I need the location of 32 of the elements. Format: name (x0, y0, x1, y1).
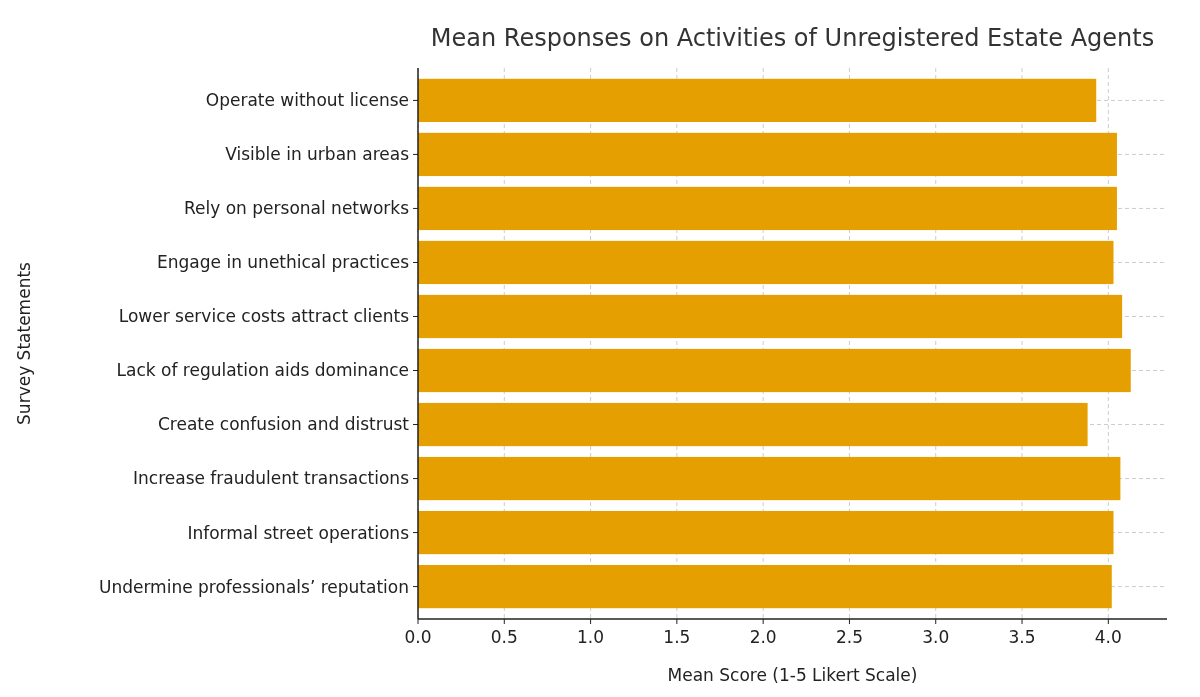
y-tick-label: Create confusion and distrust (157, 414, 410, 435)
x-tick-label: 3.0 (922, 627, 950, 647)
x-tick-label: 4.0 (1094, 627, 1122, 647)
y-tick-label: Undermine professionals’ reputation (98, 576, 409, 597)
chart-title: Mean Responses on Activities of Unregistered Estate Agents (430, 24, 1155, 52)
x-tick-label: 2.0 (749, 627, 777, 647)
y-tick-label: Lack of regulation aids dominance (116, 360, 409, 381)
x-tick-label: 2.5 (835, 627, 863, 647)
bar (418, 564, 1112, 609)
bar (418, 186, 1117, 231)
bar (418, 78, 1097, 123)
bar (418, 402, 1088, 447)
y-tick-label: Increase fraudulent transactions (133, 468, 410, 489)
y-tick-label: Engage in unethical practices (157, 252, 410, 273)
y-tick-label: Operate without license (205, 90, 409, 111)
bar (418, 294, 1123, 339)
bar (418, 348, 1131, 393)
bar (418, 456, 1121, 501)
x-tick-label: 0.0 (404, 627, 432, 647)
bar (418, 132, 1117, 177)
x-tick-label: 1.5 (663, 627, 691, 647)
y-axis-title: Survey Statements (14, 261, 34, 425)
y-tick-label: Rely on personal networks (184, 198, 410, 219)
x-tick-label: 0.5 (490, 627, 518, 647)
x-tick-label: 1.0 (577, 627, 605, 647)
bar (418, 510, 1114, 555)
y-tick-label: Informal street operations (187, 522, 410, 543)
bar (418, 240, 1114, 285)
y-tick-label: Visible in urban areas (225, 144, 410, 165)
y-tick-label: Lower service costs attract clients (118, 306, 410, 327)
x-axis-title: Mean Score (1-5 Likert Scale) (667, 665, 918, 685)
x-tick-label: 3.5 (1008, 627, 1036, 647)
